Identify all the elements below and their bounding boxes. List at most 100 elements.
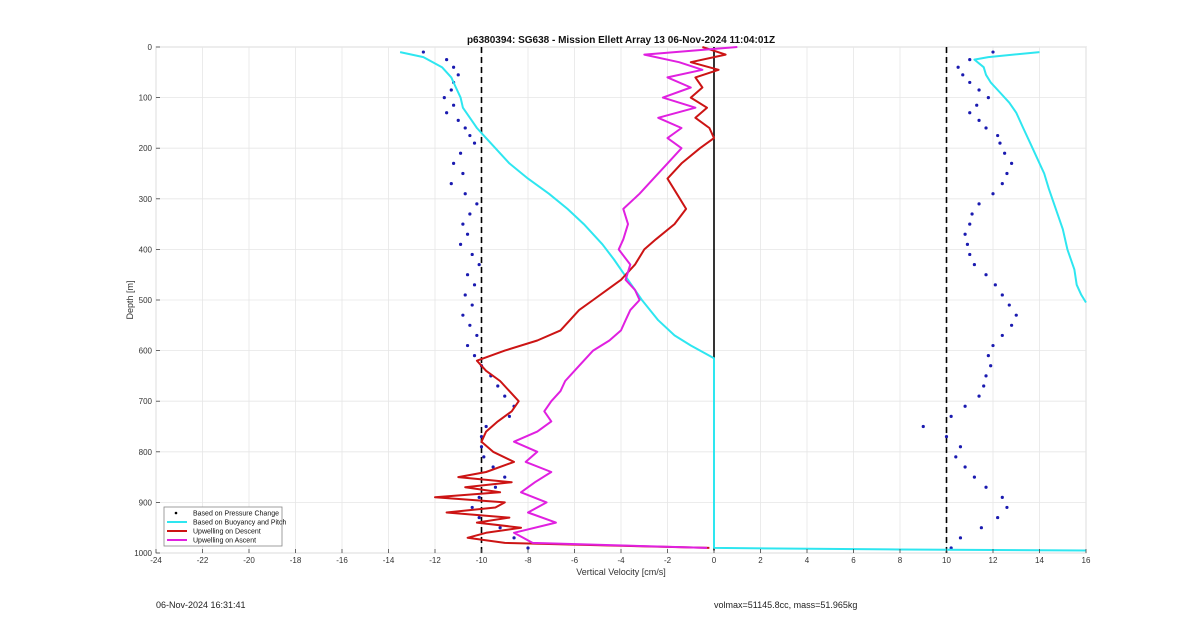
data-point	[468, 133, 472, 138]
data-point	[475, 202, 479, 206]
data-point	[496, 384, 500, 388]
data-point	[484, 424, 488, 429]
x-tick-label: -22	[197, 556, 209, 565]
data-point	[449, 88, 453, 92]
data-point	[493, 485, 498, 489]
data-point	[991, 343, 995, 348]
x-tick-label: 14	[1035, 556, 1044, 565]
data-point	[452, 103, 456, 107]
y-tick-label: 100	[139, 94, 153, 103]
y-axis-label: Depth [m]	[125, 280, 135, 319]
data-point	[1000, 182, 1004, 186]
series-layer	[399, 46, 1087, 552]
x-tick-label: 16	[1082, 556, 1091, 565]
y-tick-label: 800	[139, 448, 153, 457]
data-point	[461, 313, 465, 317]
y-tick-label: 900	[139, 498, 153, 507]
data-point	[442, 96, 446, 100]
data-point	[456, 73, 460, 77]
data-point	[512, 536, 516, 540]
series-line	[434, 46, 727, 549]
data-point	[977, 88, 981, 92]
x-tick-label: -6	[571, 556, 579, 565]
legend-marker	[174, 511, 178, 515]
data-point	[991, 192, 995, 196]
data-point	[984, 126, 988, 130]
x-tick-label: 4	[805, 556, 810, 565]
series-upwelling-on-ascent	[513, 46, 738, 549]
data-point	[470, 252, 474, 257]
data-point	[982, 384, 986, 388]
x-tick-label: -4	[617, 556, 625, 565]
data-point	[465, 343, 470, 348]
data-point	[498, 526, 502, 530]
data-point	[977, 394, 981, 398]
data-point	[468, 212, 472, 216]
x-tick-label: -20	[243, 556, 255, 565]
x-tick-label: -12	[429, 556, 441, 565]
data-point	[468, 323, 472, 327]
data-point	[968, 222, 972, 226]
data-point	[491, 465, 495, 469]
series-line	[513, 46, 738, 549]
data-point	[526, 546, 530, 550]
series-line	[399, 51, 1087, 552]
data-point	[463, 293, 467, 297]
y-tick-label: 200	[139, 144, 153, 153]
data-point	[958, 536, 963, 540]
data-point	[461, 222, 465, 226]
x-axis-label: Vertical Velocity [cm/s]	[576, 567, 666, 577]
legend-entry: Based on Buoyancy and Pitch	[193, 520, 287, 527]
data-point	[970, 212, 974, 216]
data-point	[475, 333, 479, 338]
data-point	[963, 232, 967, 236]
data-point	[984, 485, 988, 489]
data-point	[949, 414, 953, 418]
data-point	[1000, 293, 1004, 297]
x-tick-label: -14	[383, 556, 395, 565]
data-point	[968, 111, 972, 115]
data-point	[1000, 495, 1004, 499]
data-point	[965, 242, 970, 246]
footer-timestamp: 06-Nov-2024 16:31:41	[156, 600, 246, 610]
data-point	[958, 445, 963, 449]
data-point	[458, 151, 463, 155]
data-point	[479, 435, 484, 439]
data-point	[482, 455, 486, 459]
data-point	[986, 96, 990, 100]
data-point	[921, 424, 925, 429]
legend-entry: Based on Pressure Change	[193, 511, 279, 518]
data-point	[465, 232, 470, 236]
data-point	[1007, 303, 1011, 307]
data-point	[452, 65, 456, 69]
data-point	[470, 505, 474, 510]
data-point	[458, 242, 463, 246]
data-point	[463, 126, 467, 130]
data-point	[944, 435, 949, 439]
data-point	[963, 404, 967, 408]
data-point	[975, 103, 979, 107]
data-point	[956, 65, 960, 69]
data-point	[968, 252, 972, 257]
data-point	[452, 161, 456, 165]
data-point	[1000, 333, 1004, 338]
data-point	[977, 118, 981, 122]
y-tick-label: 700	[139, 397, 153, 406]
data-point	[449, 182, 453, 186]
data-point	[477, 262, 481, 267]
data-point	[991, 50, 995, 54]
data-point	[1010, 161, 1014, 165]
data-point	[979, 526, 983, 530]
data-point	[472, 354, 477, 358]
x-tick-label: 6	[851, 556, 856, 565]
grid-lines	[155, 46, 1087, 554]
data-point	[477, 495, 481, 499]
data-point	[421, 50, 425, 54]
data-point	[998, 141, 1002, 145]
x-tick-label: -16	[336, 556, 348, 565]
series-based-on-buoyancy-and-pitch	[399, 51, 1087, 552]
data-point	[977, 202, 981, 206]
x-tick-label: 10	[942, 556, 951, 565]
data-point	[984, 273, 988, 277]
y-tick-label: 400	[139, 245, 153, 254]
